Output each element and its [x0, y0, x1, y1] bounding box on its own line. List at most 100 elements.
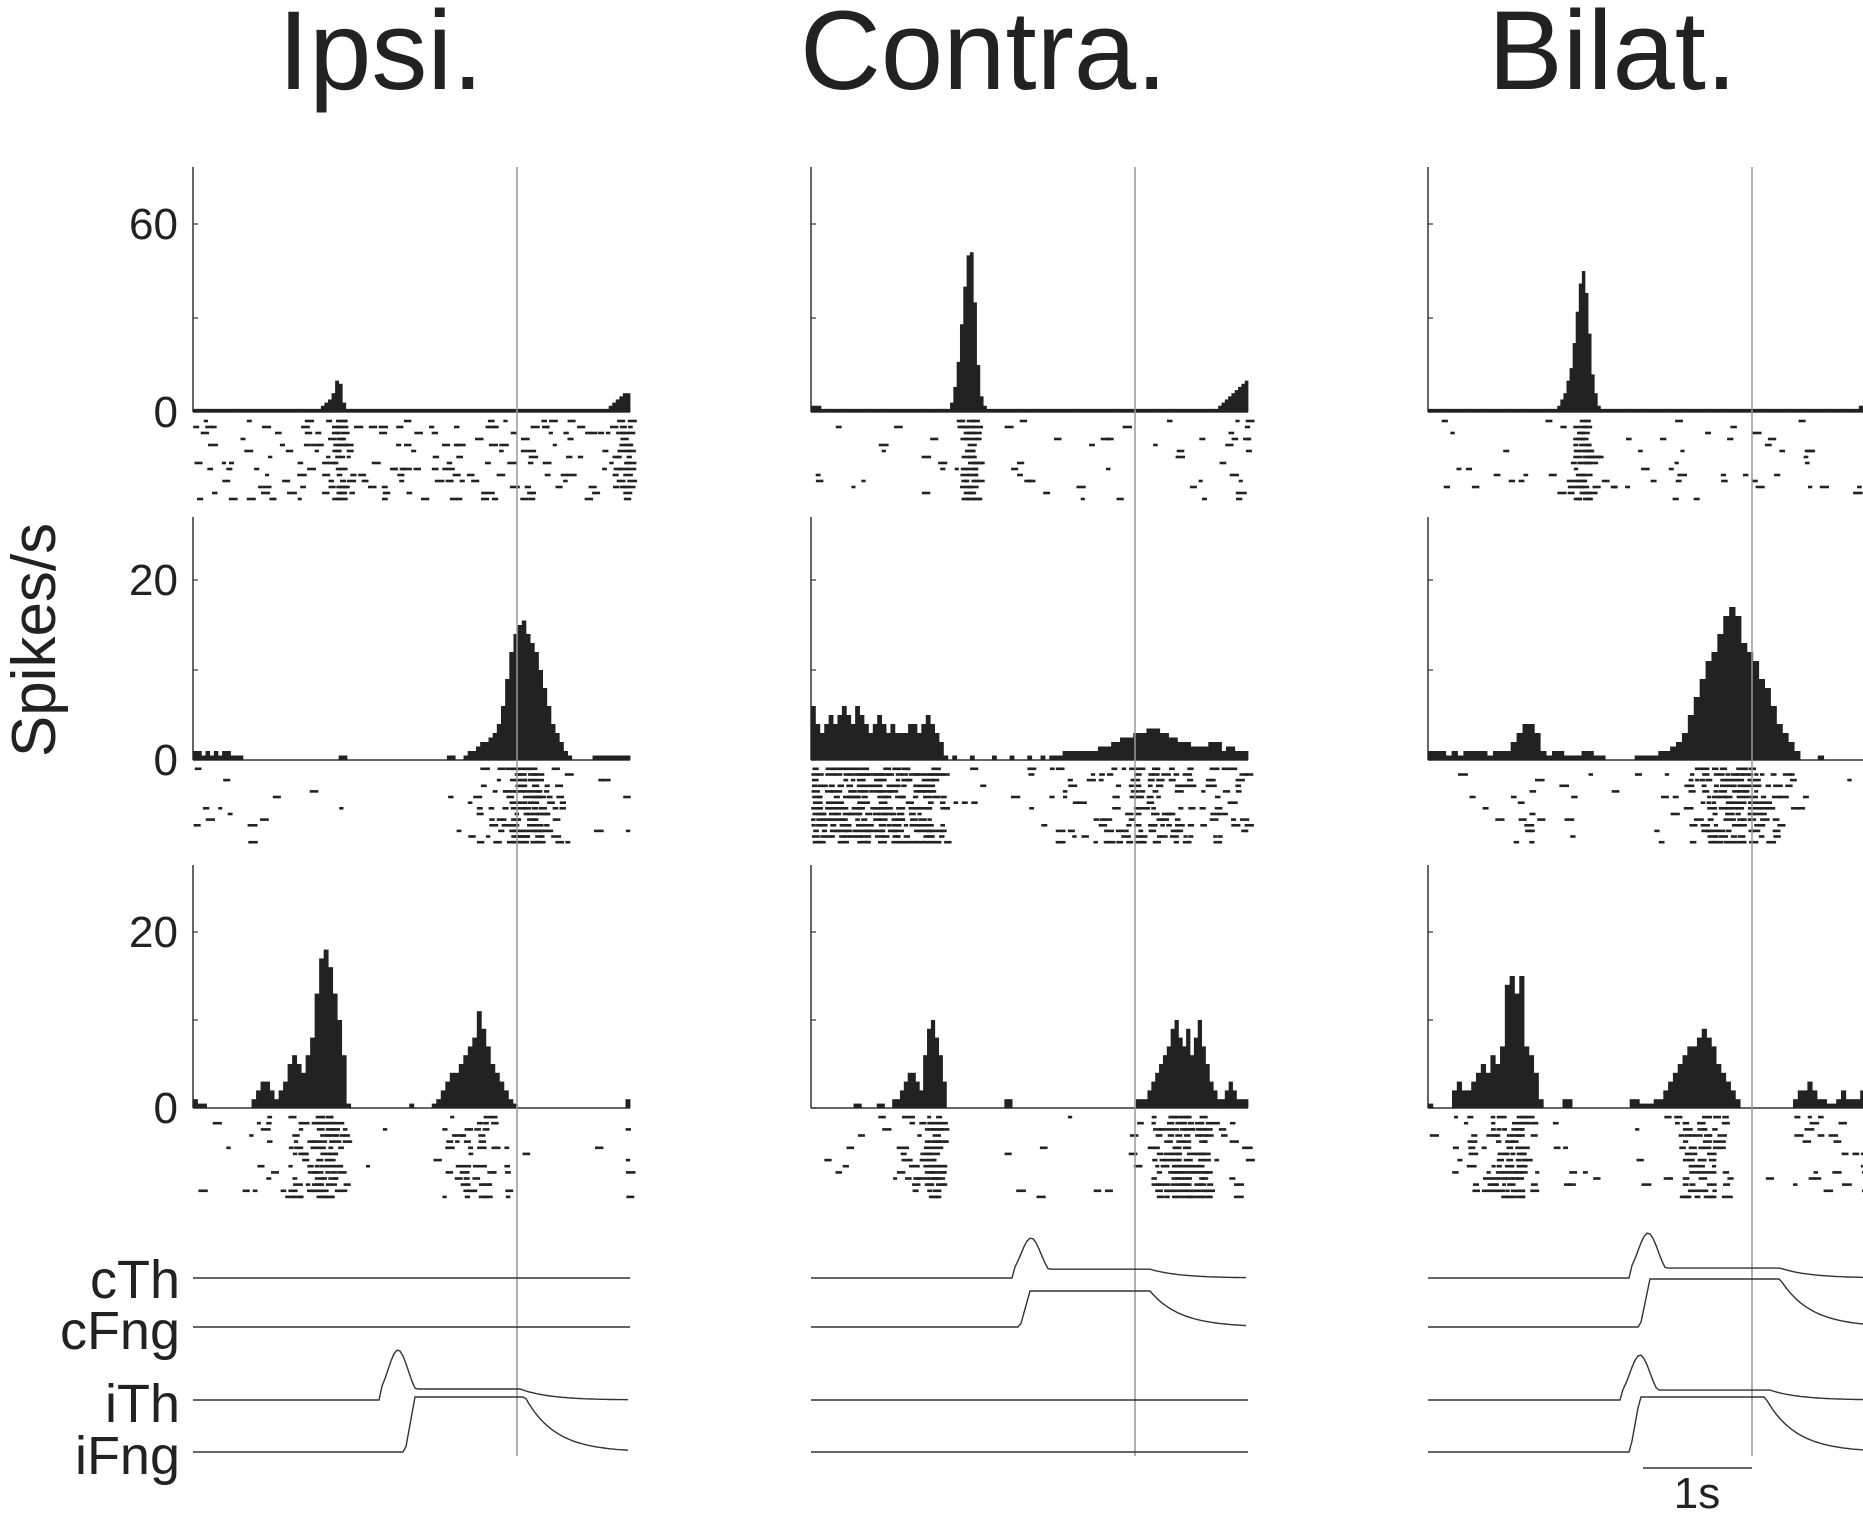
psth-bar: [1729, 607, 1736, 760]
psth-bar: [463, 408, 467, 412]
psth-bar: [1481, 751, 1488, 760]
psth-bar: [1062, 751, 1068, 760]
psth-bar: [1831, 1103, 1837, 1108]
psth-bar: [427, 408, 432, 412]
psth-bar: [1075, 751, 1081, 760]
psth-bar: [999, 408, 1004, 412]
psth-bar: [1189, 1055, 1195, 1108]
psth-bar: [563, 751, 568, 760]
psth-bar: [1575, 755, 1582, 760]
psth-bar: [331, 393, 336, 412]
psth-bar: [890, 724, 896, 760]
psth-bar: [232, 408, 237, 412]
psth-bar: [1217, 1099, 1222, 1108]
psth-bar: [269, 1090, 275, 1108]
psth-bar: [402, 408, 407, 412]
psth-bar: [1185, 408, 1189, 412]
psth-bar: [1758, 679, 1766, 760]
psth-bar: [896, 1099, 901, 1108]
psth-bar: [305, 1055, 311, 1108]
kinematic-trace-cFng: [811, 1290, 1247, 1328]
psth-bar: [1551, 408, 1555, 412]
psth-bar: [459, 408, 464, 412]
psth-bar: [1009, 755, 1015, 760]
psth-bar: [1182, 1046, 1187, 1108]
kinematic-trace-cTh: [811, 1237, 1246, 1279]
psth-bar: [939, 742, 944, 760]
psth-bar: [1593, 755, 1600, 760]
psth-bar: [509, 408, 514, 412]
psth-bar: [1845, 1099, 1851, 1108]
psth-bar: [830, 408, 835, 412]
psth-bar: [1186, 1028, 1191, 1108]
psth-bar: [1791, 408, 1795, 412]
psth-bar: [472, 1037, 478, 1108]
psth-bar: [940, 408, 944, 412]
psth-bar: [837, 408, 842, 412]
psth-bar: [1653, 1099, 1659, 1108]
psth-bar: [1735, 408, 1740, 412]
psth-bar: [1772, 408, 1777, 412]
psth-bar: [1062, 408, 1067, 412]
psth-bar: [1135, 408, 1140, 412]
psth-panel-1-2: [1427, 517, 1863, 844]
psth-bar: [612, 402, 617, 412]
psth-bar: [1807, 1081, 1813, 1108]
psth-bar: [558, 408, 563, 412]
psth-bar: [1720, 1072, 1727, 1108]
psth-bar: [986, 408, 991, 412]
psth-bar: [989, 408, 994, 412]
psth-bar: [1143, 1099, 1148, 1108]
psth-bar: [1643, 408, 1647, 412]
psth-bar: [605, 408, 610, 412]
psth-bar: [1631, 408, 1635, 412]
psth-bar: [592, 755, 598, 760]
psth-bar: [886, 733, 891, 760]
psth-bar: [1181, 408, 1186, 412]
column-title-bilat: Bilat.: [1488, 0, 1737, 113]
psth-bar: [278, 1090, 284, 1108]
psth-bar: [374, 408, 379, 412]
psth-bar: [912, 724, 918, 760]
psth-bar: [491, 408, 496, 412]
psth-bar: [1714, 408, 1718, 412]
psth-bar: [834, 408, 838, 412]
psth-bar: [1655, 408, 1660, 412]
psth-bar: [488, 737, 494, 760]
psth-bar: [1006, 408, 1011, 412]
psth-bar: [903, 1081, 909, 1108]
psth-bar: [1234, 751, 1240, 760]
psth-bar: [1776, 724, 1783, 760]
psth-bar: [416, 408, 421, 412]
psth-bar: [1510, 742, 1517, 760]
psth-bar: [1118, 408, 1123, 412]
psth-bar: [1682, 1055, 1688, 1108]
psth-bar: [538, 670, 543, 760]
psth-bar: [505, 679, 510, 760]
psth-bar: [500, 706, 506, 760]
psth-bar: [1676, 742, 1683, 760]
psth-bar: [1480, 408, 1484, 412]
psth-bar: [467, 751, 473, 760]
psth-bar: [894, 733, 900, 760]
psth-bar: [1554, 408, 1558, 412]
psth-bar: [1692, 1046, 1698, 1108]
psth-bar: [1852, 408, 1857, 412]
psth-bar: [530, 408, 535, 412]
psth-bar: [1509, 976, 1515, 1108]
psth-bar: [983, 405, 987, 412]
psth-bar: [193, 1099, 198, 1108]
psth-bar: [1142, 408, 1146, 412]
psth-bar: [966, 255, 971, 412]
psth-bar: [1668, 408, 1672, 412]
psth-bar: [1658, 1099, 1664, 1108]
psth-bar: [1217, 742, 1222, 760]
psth-bar: [1161, 408, 1166, 412]
psth-bar: [1471, 1081, 1477, 1108]
psth-bar: [1199, 746, 1205, 760]
psth-bar: [899, 733, 905, 760]
psth-bar: [1208, 742, 1214, 760]
psth-bar: [927, 1028, 932, 1108]
psth-bar: [1234, 390, 1239, 412]
